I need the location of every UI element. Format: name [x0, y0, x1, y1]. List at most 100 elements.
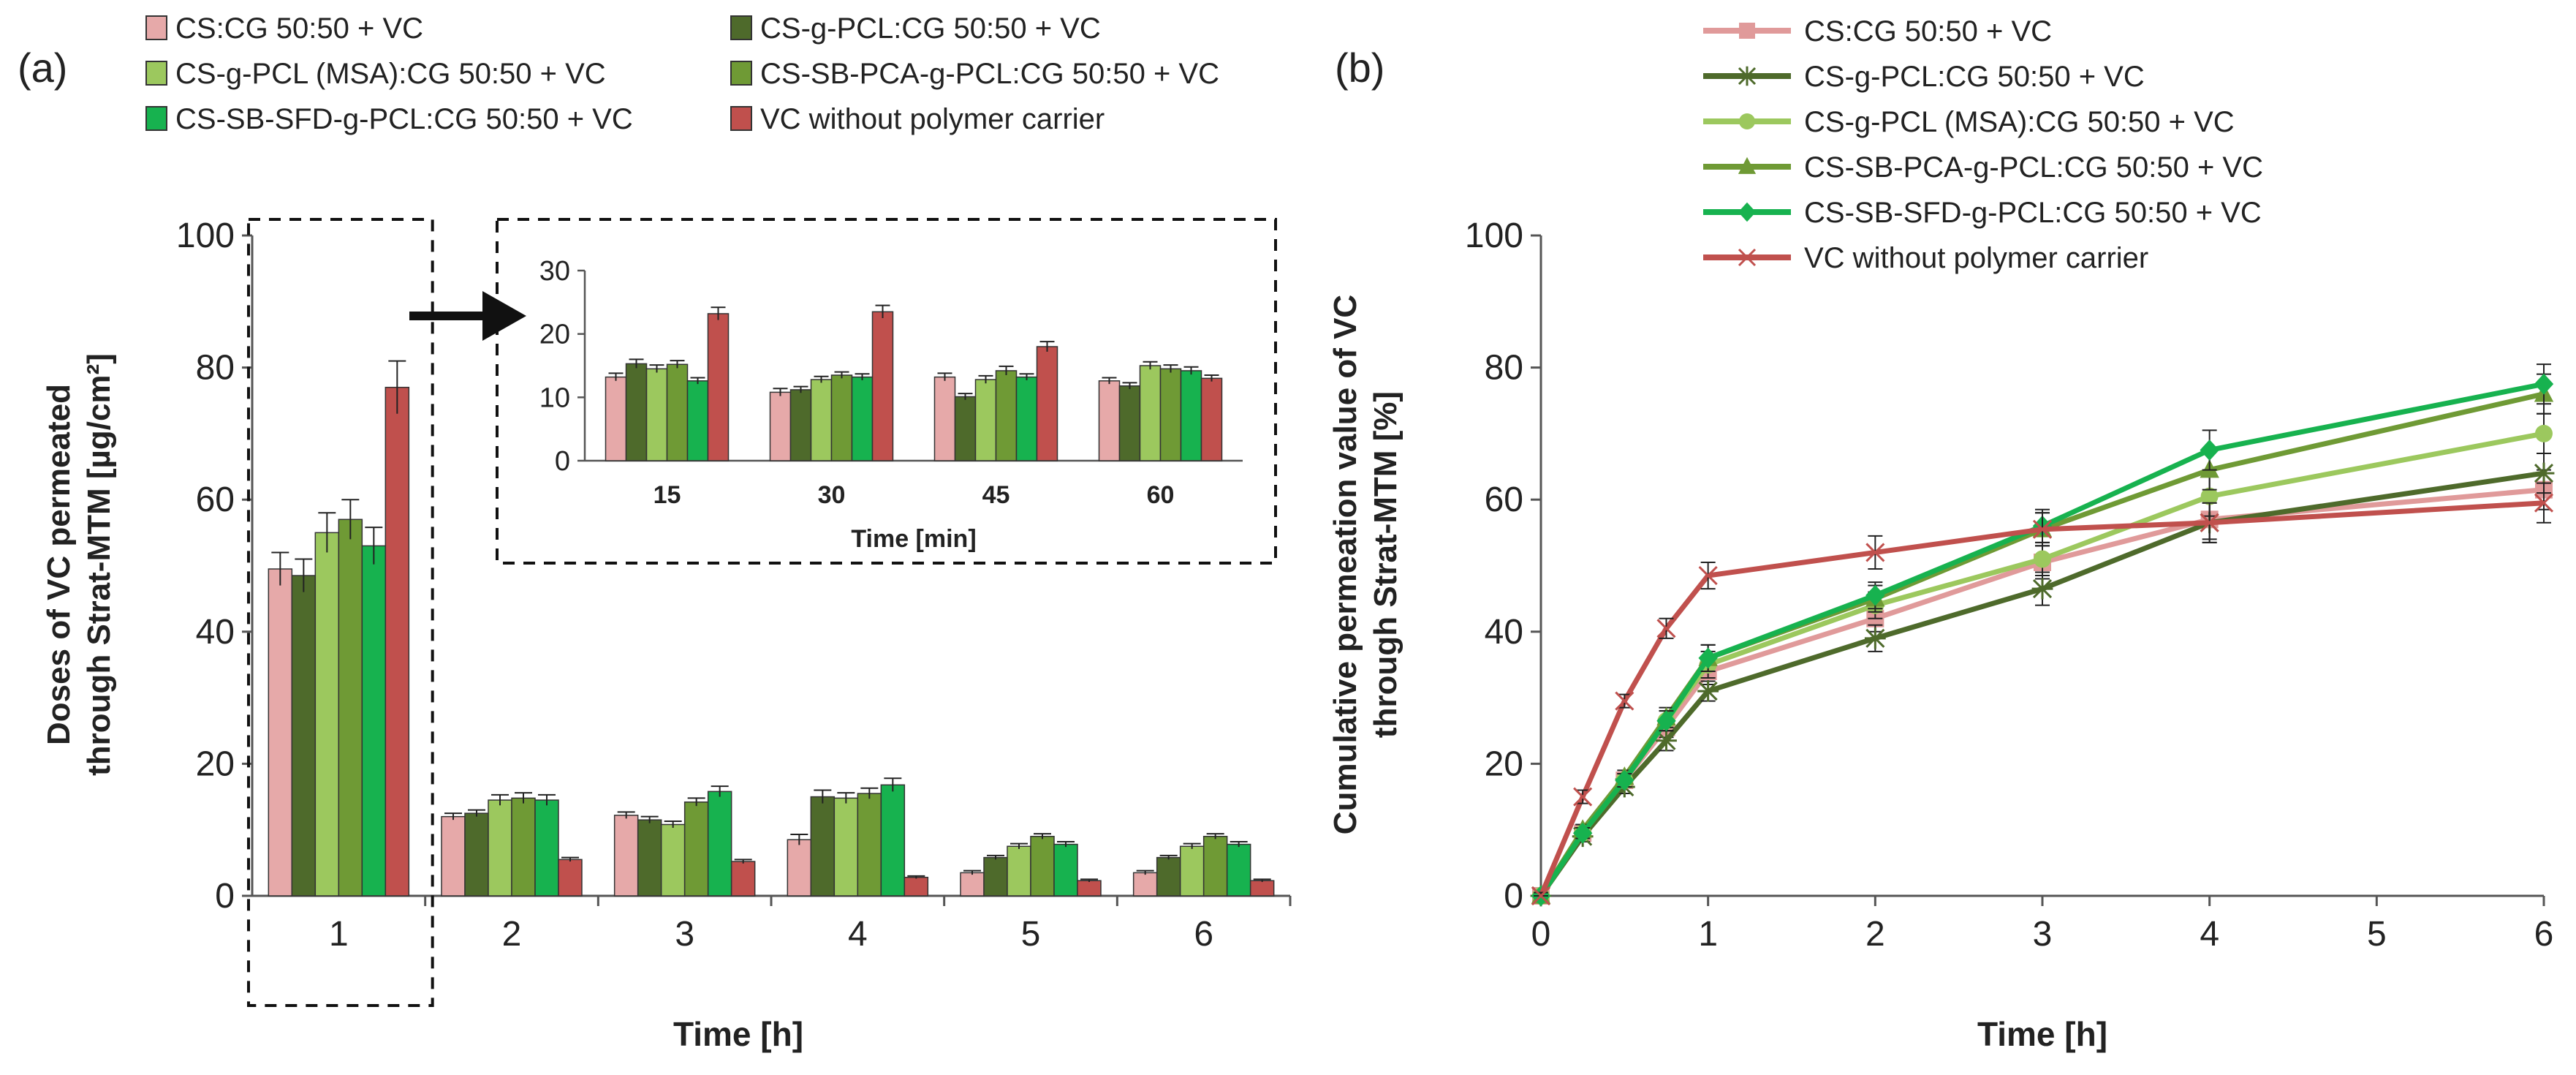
- bar-a-2-5: [1179, 845, 1205, 897]
- legend-a-swatch-4: [145, 106, 167, 131]
- bar-inset-5-3: [1200, 377, 1223, 461]
- point-b-5-2: [1615, 691, 1634, 711]
- bar-a-4-3: [880, 784, 906, 897]
- panel-label-b: (b): [1335, 45, 1384, 91]
- x-tick-label-a-3: 4: [848, 915, 868, 954]
- bar-inset-0-2: [933, 376, 956, 461]
- y-tick-label-inset-3: 30: [539, 256, 570, 287]
- legend-b-marker-5: [1738, 248, 1757, 267]
- point-b-4-7: [2200, 440, 2219, 461]
- legend-a-swatch-5: [730, 106, 752, 131]
- y-tick-label-a-2: 40: [196, 613, 235, 652]
- legend-a-swatch-2: [145, 61, 167, 86]
- y-tick-label-a-4: 80: [196, 349, 235, 388]
- legend-b-marker-0: [1739, 23, 1755, 39]
- x-tick-label-b-4: 4: [2200, 915, 2219, 954]
- arrow-head-icon: [482, 291, 526, 341]
- legend-a-label-0: CS:CG 50:50 + VC: [175, 12, 423, 45]
- legend-a-label-4: CS-SB-SFD-g-PCL:CG 50:50 + VC: [175, 103, 633, 135]
- bar-a-3-1: [511, 797, 536, 897]
- bar-a-3-0: [338, 518, 363, 897]
- bar-inset-3-1: [830, 374, 853, 461]
- bar-a-1-1: [464, 812, 489, 897]
- y-tick-label-inset-2: 20: [539, 320, 570, 350]
- y-axis-title-a-line1: Doses of VC permeated: [41, 384, 77, 745]
- legend-a-swatch-3: [730, 61, 752, 86]
- bar-a-3-2: [683, 801, 709, 897]
- bar-a-5-0: [384, 386, 410, 897]
- point-b-4-2: [1615, 769, 1634, 791]
- x-tick-label-a-2: 3: [675, 915, 694, 954]
- point-b-5-6: [2032, 519, 2053, 539]
- y-axis-title-a-line2: through Strat-MTM [µg/cm²]: [81, 353, 117, 776]
- x-tick-label-inset-3: 60: [1147, 481, 1175, 509]
- legend-b-label-4: CS-SB-SFD-g-PCL:CG 50:50 + VC: [1804, 197, 2262, 229]
- bar-inset-2-1: [810, 379, 833, 461]
- y-axis-title-b-line1: Cumulative permeation value of VC: [1327, 295, 1363, 834]
- y-tick-label-inset-0: 0: [555, 446, 570, 477]
- legend-b-marker-3: [1738, 156, 1757, 174]
- bar-inset-2-3: [1139, 365, 1162, 461]
- x-tick-label-inset-1: 30: [818, 481, 846, 509]
- x-axis-title-inset: Time [min]: [851, 525, 976, 553]
- point-b-5-3: [1656, 619, 1676, 638]
- x-axis-title-b: Time [h]: [1977, 1015, 2107, 1053]
- y-tick-label-b-5: 100: [1465, 216, 1523, 255]
- point-b-5-1: [1573, 787, 1593, 807]
- point-b-4-8: [2534, 373, 2554, 395]
- bar-a-4-0: [361, 545, 387, 897]
- legend-a-label-5: VC without polymer carrier: [760, 103, 1105, 135]
- bar-a-2-2: [660, 823, 686, 897]
- y-axis-title-b-line2: through Strat-MTM [%]: [1368, 391, 1403, 738]
- point-b-1-8: [2533, 462, 2555, 484]
- legend-a: CS:CG 50:50 + VC CS-g-PCL:CG 50:50 + VC CS…: [145, 12, 1219, 135]
- bar-inset-0-0: [605, 376, 627, 461]
- y-tick-label-b-1: 20: [1485, 744, 1523, 783]
- point-b-5-8: [2534, 493, 2554, 513]
- highlight-box-hour-1: [247, 218, 434, 1007]
- y-tick-label-inset-1: 10: [539, 382, 570, 413]
- x-tick-label-b-2: 2: [1865, 915, 1885, 954]
- bar-a-3-5: [1202, 835, 1228, 897]
- bar-inset-5-1: [871, 311, 894, 461]
- bar-inset-2-0: [645, 368, 668, 461]
- y-tick-label-b-0: 0: [1504, 877, 1523, 916]
- y-tick-label-a-1: 20: [196, 744, 235, 783]
- bar-inset-4-1: [851, 376, 874, 461]
- x-tick-label-b-1: 1: [1698, 915, 1718, 954]
- point-b-4-4: [1698, 647, 1718, 669]
- bar-a-4-5: [1226, 843, 1251, 897]
- bar-inset-4-3: [1180, 370, 1202, 461]
- point-b-5-5: [1865, 543, 1885, 562]
- point-b-5-0: [1531, 886, 1551, 906]
- bar-a-1-0: [291, 575, 317, 897]
- point-b-1-5: [1864, 627, 1886, 649]
- point-b-2-8: [2535, 424, 2553, 442]
- point-b-5-7: [2200, 513, 2219, 532]
- bar-a-0-3: [787, 839, 812, 897]
- bar-inset-3-3: [1159, 368, 1182, 461]
- bar-inset-1-3: [1118, 385, 1141, 461]
- bar-a-5-5: [1249, 880, 1275, 897]
- point-b-4-1: [1572, 822, 1593, 844]
- bar-a-0-2: [613, 815, 639, 897]
- bar-a-5-2: [730, 861, 756, 897]
- point-b-5-4: [1698, 565, 1718, 586]
- x-tick-label-b-3: 3: [2033, 915, 2053, 954]
- point-b-1-4: [1697, 680, 1719, 702]
- bar-a-5-1: [558, 859, 583, 897]
- bar-a-1-5: [1156, 856, 1181, 897]
- x-tick-label-inset-0: 15: [654, 481, 681, 509]
- bar-a-0-1: [441, 815, 466, 897]
- bar-a-4-1: [534, 799, 559, 897]
- x-tick-label-b-0: 0: [1531, 915, 1551, 954]
- bar-inset-2-2: [974, 379, 997, 461]
- bar-inset-4-0: [686, 380, 709, 461]
- bar-a-5-3: [904, 876, 929, 897]
- point-b-1-6: [2031, 578, 2053, 600]
- bar-inset-1-2: [954, 396, 977, 461]
- bar-a-2-0: [314, 532, 340, 897]
- bar-inset-0-1: [769, 391, 792, 461]
- legend-a-label-2: CS-g-PCL (MSA):CG 50:50 + VC: [175, 58, 606, 90]
- legend-b-marker-1: [1737, 66, 1757, 86]
